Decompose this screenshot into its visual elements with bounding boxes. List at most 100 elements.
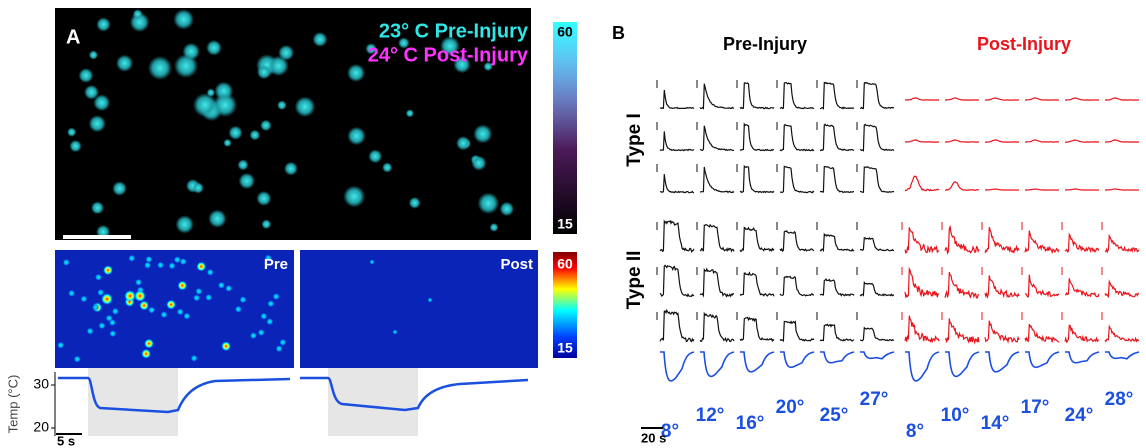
stimulus-trace [1025, 351, 1060, 369]
heat-cell [225, 284, 233, 292]
temperature-label: 27° [860, 389, 889, 410]
response-trace [819, 165, 855, 194]
response-trace [945, 97, 980, 101]
heat-cell [177, 280, 188, 291]
temperature-label: 28° [1105, 389, 1134, 410]
stimulus-trace [985, 351, 1020, 373]
response-trace [819, 232, 855, 253]
colorbar-max: 60 [557, 256, 573, 272]
response-trace [739, 82, 775, 110]
heat-cell [173, 256, 181, 264]
heat-cell [267, 300, 275, 308]
stimulus-trace [660, 351, 695, 382]
heat-cell [196, 261, 207, 272]
response-trace [1024, 323, 1060, 343]
heat-cell [217, 281, 225, 289]
response-trace [699, 311, 735, 343]
response-trace [859, 123, 895, 152]
heat-cell [80, 295, 88, 303]
heat-cell [166, 299, 177, 310]
response-trace [779, 81, 815, 110]
response-trace [1024, 274, 1060, 298]
temperature-label: 24° [1065, 405, 1094, 426]
response-trace [904, 315, 940, 343]
response-trace [984, 97, 1019, 101]
response-trace [859, 280, 895, 297]
response-trace [1025, 188, 1059, 191]
cell [294, 96, 316, 118]
heat-cell [139, 300, 150, 311]
response-trace [984, 275, 1020, 300]
response-trace [984, 320, 1020, 344]
response-trace [904, 139, 940, 143]
temperature-label: 10° [941, 405, 970, 426]
cell [408, 196, 421, 209]
tick-label: 30 [33, 376, 49, 392]
response-trace [1104, 233, 1140, 254]
cell [67, 127, 77, 137]
cell [237, 159, 249, 171]
column-title: Post-Injury [977, 34, 1071, 54]
heat-cell [160, 311, 168, 319]
heat-cell [275, 345, 283, 353]
cell [223, 138, 232, 147]
cell [368, 149, 383, 164]
cell [208, 209, 227, 228]
response-trace [985, 188, 1019, 191]
cell [115, 54, 134, 72]
stimulus-trace [700, 351, 735, 378]
response-trace [699, 267, 735, 298]
heat-cell [144, 261, 152, 269]
cell [173, 9, 194, 30]
cell [453, 55, 471, 74]
response-trace [699, 166, 735, 194]
traces: 8° 12° 16° 20° 25° 27° 8° 10° 14° 17° 24° 28° [656, 80, 1140, 442]
stimulus-trace [905, 351, 940, 382]
heat-cell [157, 261, 165, 269]
response-trace [1104, 139, 1140, 143]
response-trace [945, 181, 980, 191]
cell [206, 39, 222, 56]
heat-cell [239, 296, 247, 304]
cell [174, 54, 198, 78]
response-trace [905, 97, 940, 101]
cell [260, 119, 272, 132]
temp-trace [300, 376, 529, 412]
cell [477, 192, 500, 215]
stimulus-window [328, 368, 418, 436]
response-trace [739, 271, 775, 297]
heat-cell [57, 341, 65, 349]
response-trace [1104, 279, 1140, 299]
legend-post: 24° C Post-Injury [368, 44, 529, 66]
stimulus-trace [820, 351, 855, 364]
cell [192, 182, 204, 194]
panel-label: B [612, 23, 625, 43]
cell [489, 223, 499, 232]
stimulus-trace [860, 351, 895, 360]
cell [343, 185, 366, 208]
response-trace [739, 164, 775, 194]
cell [228, 125, 243, 140]
response-trace [739, 122, 774, 152]
cell [483, 61, 493, 72]
colorbar-min: 15 [557, 340, 573, 356]
temperature-label: 8° [661, 421, 679, 442]
stimulus-trace [945, 351, 980, 378]
heat-cell [98, 322, 106, 330]
row-title: Type I [624, 113, 645, 167]
cell [84, 84, 99, 100]
cell [93, 94, 111, 112]
stimulus-trace [1065, 351, 1100, 364]
response-trace [1065, 188, 1099, 191]
response-trace [779, 165, 815, 194]
response-trace [904, 175, 940, 192]
response-trace [659, 219, 695, 254]
stimulus-trace [780, 351, 815, 369]
response-trace [659, 89, 695, 110]
cell [382, 162, 393, 173]
response-trace [659, 308, 695, 343]
cell [277, 100, 287, 110]
response-trace [819, 81, 855, 110]
heat-cell [195, 287, 203, 295]
